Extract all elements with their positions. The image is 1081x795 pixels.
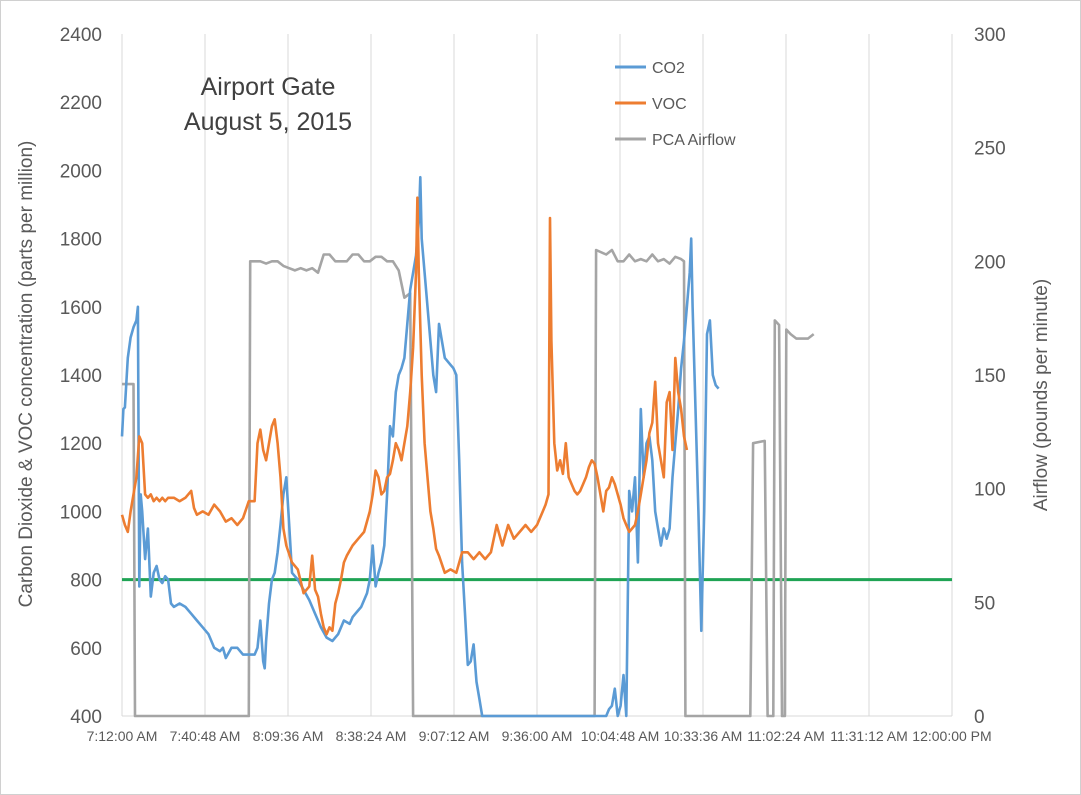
x-axis-ticks: 7:12:00 AM 7:40:48 AM 8:09:36 AM 8:38:24 AM…	[87, 728, 992, 744]
y2-tick-label: 200	[974, 252, 1006, 273]
y-tick-label: 1200	[60, 434, 102, 455]
y2-tick-label: 150	[974, 366, 1006, 387]
voc-legend-label: VOC	[652, 96, 687, 113]
co2-legend-label: CO2	[652, 60, 685, 77]
y-tick-label: 2000	[60, 161, 102, 182]
legend: CO2 VOC PCA Airflow	[615, 60, 736, 149]
x-tick-label: 11:31:12 AM	[830, 728, 908, 744]
x-tick-label: 9:07:12 AM	[419, 728, 490, 744]
x-tick-label: 9:36:00 AM	[502, 728, 573, 744]
y-tick-label: 1400	[60, 366, 102, 387]
series-layer	[120, 175, 815, 718]
x-tick-label: 10:04:48 AM	[581, 728, 660, 744]
x-tick-label: 11:02:24 AM	[747, 728, 825, 744]
x-tick-label: 7:40:48 AM	[170, 728, 241, 744]
y-tick-label: 800	[70, 571, 102, 592]
y2-tick-label: 100	[974, 480, 1006, 501]
y-axis-label: Carbon Dioxide & VOC concentration (part…	[16, 141, 37, 608]
y2-tick-label: 250	[974, 139, 1006, 160]
x-tick-label: 12:00:00 PM	[912, 728, 991, 744]
x-tick-label: 8:38:24 AM	[336, 728, 407, 744]
y2-axis-label: Airflow (pounds per minute)	[1031, 279, 1052, 511]
y-tick-label: 400	[70, 707, 102, 728]
voc-series-line	[120, 196, 689, 636]
y-tick-label: 1600	[60, 298, 102, 319]
y-tick-label: 1000	[60, 502, 102, 523]
y-tick-label: 600	[70, 639, 102, 660]
pca-airflow-legend-label: PCA Airflow	[652, 132, 736, 149]
y-tick-label: 2200	[60, 93, 102, 114]
x-tick-label: 10:33:36 AM	[664, 728, 743, 744]
right-axis-ticks: 0 50 100 150 200 250 300	[974, 25, 1006, 728]
x-tick-label: 8:09:36 AM	[253, 728, 324, 744]
left-axis-ticks: 400 600 800 1000 1200 1400 1600 1800 2000 2200 240…	[60, 25, 102, 728]
y2-tick-label: 0	[974, 707, 985, 728]
chart-title-line-1: Airport Gate	[201, 73, 336, 101]
y2-tick-label: 50	[974, 593, 995, 614]
x-tick-label: 7:12:00 AM	[87, 728, 158, 744]
co2-series-line	[120, 175, 720, 718]
y-tick-label: 1800	[60, 230, 102, 251]
y-tick-label: 2400	[60, 25, 102, 46]
y2-tick-label: 300	[974, 25, 1006, 46]
chart-title-line-2: August 5, 2015	[184, 108, 352, 136]
pca-airflow-series-line	[122, 248, 815, 718]
